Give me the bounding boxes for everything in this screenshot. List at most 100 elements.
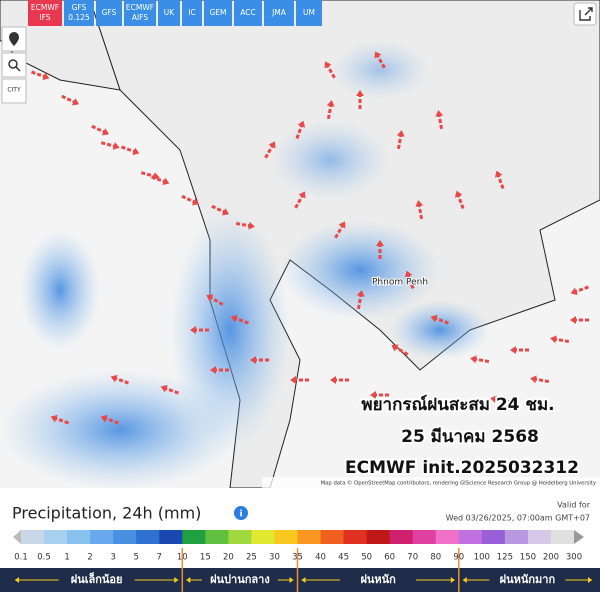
arrow-shaft [295,124,304,139]
scale-swatch [320,530,345,544]
scale-swatch [435,530,460,544]
arrow-shaft [211,204,226,214]
arrow-head [470,355,477,364]
share-button[interactable] [573,2,597,26]
scale-swatch [182,530,206,544]
zoom-button[interactable] [1,52,27,78]
model-button[interactable] [64,0,94,26]
arrow-head [356,290,365,297]
scale-label: 45 [338,553,349,563]
arrow-head [356,90,364,96]
map[interactable]: Phnom Penh พยากรณ์ฝนสะสม 24 ชม. 25 มีนาค… [0,0,600,490]
arrow-head [326,100,335,107]
info-button[interactable] [234,506,248,520]
model-button-label: GFS [102,8,117,17]
model-button[interactable] [28,0,62,26]
model-button[interactable] [296,0,322,26]
category-label: ฝนหนักมาก [500,573,556,586]
scale-swatch [67,530,91,544]
model-button-label: GEM [209,8,226,17]
scale-swatch [21,530,45,544]
scale-label: 70 [407,553,418,563]
wind-arrow [490,395,510,404]
wind-arrow [121,145,140,156]
arrow-head [490,395,497,404]
scale-label: 40 [315,553,326,563]
arrow-shaft [121,145,136,154]
valid-time: Wed 03/26/2025, 07:00am GMT+07 [446,514,590,523]
scale-swatch [274,530,298,544]
wind-arrow [435,110,444,130]
arrow-shaft [417,204,424,220]
category-label: ฝนหนัก [360,573,396,586]
wind-arrow [31,70,50,81]
arrow-head [404,270,413,278]
arrow-head [550,335,557,344]
rain-area [270,120,390,200]
arrow-shaft [235,221,251,228]
model-button-label: IFS [39,13,50,22]
arrow-head [374,51,382,59]
wind-arrow [470,355,490,364]
arrow-head [396,130,405,137]
arrow-shaft [100,141,116,148]
scale-label: 300 [566,553,582,563]
arrow-shaft [31,70,46,79]
arrow-shaft [394,346,409,356]
arrow-shaft [534,377,550,384]
arrow-head [248,221,255,230]
scale-label: 0.1 [14,553,28,563]
scale-label: 3 [110,553,115,563]
arrow-shaft [140,171,156,178]
rain-area [280,220,440,320]
wind-arrow [264,141,276,159]
arrow-head [206,294,214,302]
arrow-head [112,142,120,150]
legend: Precipitation, 24h (mm) i Valid for Wed … [0,488,600,595]
scale-swatch [504,530,529,544]
city-label: Phnom Penh [372,278,428,288]
arrow-head [162,177,170,186]
model-button-label: JMA [271,8,287,17]
scale-swatch [136,530,160,544]
wind-arrow [430,314,449,325]
arrow-head [494,170,503,178]
model-button[interactable] [182,0,202,26]
model-button[interactable] [158,0,180,26]
model-button[interactable] [96,0,122,26]
model-button[interactable] [124,0,156,26]
scale-swatch [159,530,183,544]
scale-label: 5 [133,553,138,563]
wind-arrow [404,270,415,289]
model-button[interactable] [264,0,294,26]
wind-arrow [494,170,505,189]
overlay-text: 25 มีนาคม 2568 [401,426,539,447]
wind-arrow [50,414,69,425]
wind-arrow [510,346,529,354]
city-button[interactable] [1,78,27,104]
arrow-shaft [209,296,224,306]
scale-label: 125 [497,553,513,563]
share-icon [579,7,593,21]
arrow-head [250,356,256,364]
scale-label: 30 [269,553,280,563]
model-button-label: ECMWF [126,3,154,12]
scale-swatch [205,530,229,544]
rain-area [0,370,240,490]
model-button[interactable] [204,0,232,26]
wind-arrow [250,356,269,364]
scale-label: 60 [384,553,395,563]
wind-arrow [330,376,349,384]
category-label: ฝนเล็กน้อย [71,572,123,586]
wind-arrow [91,124,110,136]
wind-arrow [356,290,365,310]
model-button-label: IC [188,8,195,17]
wind-arrow [181,194,200,206]
scale-label: 20 [223,553,234,563]
wind-arrow [334,221,346,239]
arrow-shaft [326,64,336,79]
scale-swatch [251,530,275,544]
wind-arrow [61,94,80,106]
model-button[interactable] [234,0,262,26]
